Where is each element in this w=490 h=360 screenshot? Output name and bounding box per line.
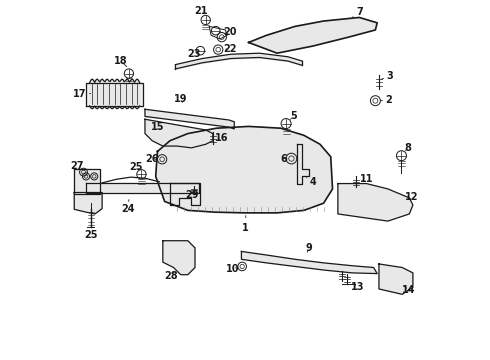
- Text: 28: 28: [164, 271, 177, 281]
- Text: 6: 6: [280, 154, 287, 163]
- Polygon shape: [86, 83, 143, 106]
- Polygon shape: [242, 251, 377, 274]
- Polygon shape: [156, 126, 333, 213]
- Polygon shape: [86, 183, 198, 193]
- Text: 21: 21: [195, 6, 208, 17]
- Text: 15: 15: [151, 122, 164, 132]
- Polygon shape: [379, 264, 413, 294]
- Text: 17: 17: [73, 89, 91, 99]
- Text: 3: 3: [381, 71, 393, 81]
- Text: 2: 2: [380, 95, 392, 105]
- Polygon shape: [145, 119, 213, 148]
- Text: 26: 26: [146, 154, 159, 164]
- Text: 20: 20: [223, 27, 237, 37]
- Polygon shape: [145, 109, 234, 129]
- Text: 22: 22: [223, 44, 237, 54]
- Text: 11: 11: [360, 174, 373, 184]
- Text: 10: 10: [226, 264, 239, 274]
- Text: 25: 25: [84, 227, 98, 240]
- Text: 8: 8: [404, 143, 411, 153]
- Text: 9: 9: [305, 243, 312, 253]
- Text: 24: 24: [121, 200, 135, 214]
- Polygon shape: [338, 184, 413, 221]
- Text: 13: 13: [351, 282, 364, 292]
- Polygon shape: [163, 241, 195, 275]
- Text: 5: 5: [290, 111, 296, 121]
- Text: 27: 27: [71, 161, 84, 171]
- Polygon shape: [248, 18, 377, 53]
- Text: 7: 7: [352, 7, 363, 18]
- Polygon shape: [74, 193, 102, 214]
- Text: 14: 14: [402, 285, 416, 295]
- Polygon shape: [170, 183, 200, 205]
- Text: 4: 4: [306, 177, 316, 187]
- Text: 18: 18: [114, 56, 127, 67]
- Text: 23: 23: [188, 49, 201, 59]
- Text: 16: 16: [215, 133, 228, 143]
- Text: 25: 25: [129, 162, 143, 172]
- Text: 29: 29: [186, 190, 199, 200]
- Text: 19: 19: [174, 94, 188, 104]
- Text: 12: 12: [405, 192, 419, 202]
- Polygon shape: [297, 144, 309, 184]
- Polygon shape: [74, 169, 100, 194]
- Text: 1: 1: [243, 216, 249, 233]
